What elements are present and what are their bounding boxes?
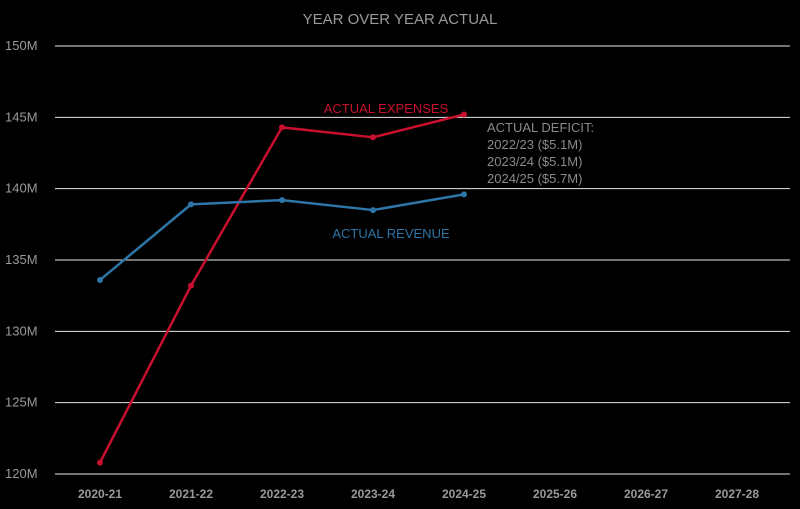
x-tick-label: 2023-24 — [351, 487, 395, 501]
series-label-expenses: ACTUAL EXPENSES — [324, 101, 449, 116]
y-tick-label: 125M — [5, 395, 38, 410]
y-tick-label: 130M — [5, 323, 38, 338]
series-label-revenue: ACTUAL REVENUE — [332, 226, 450, 241]
x-tick-label: 2021-22 — [169, 487, 213, 501]
x-tick-label: 2025-26 — [533, 487, 577, 501]
data-point-expenses — [461, 111, 467, 118]
y-tick-label: 120M — [5, 466, 38, 481]
deficit-annotation-line: 2023/24 ($5.1M) — [487, 154, 582, 169]
x-tick-label: 2020-21 — [78, 487, 122, 501]
data-point-revenue — [461, 191, 467, 198]
data-point-expenses — [279, 124, 285, 131]
gridlines — [55, 45, 790, 475]
deficit-annotation-line: 2022/23 ($5.1M) — [487, 137, 582, 152]
deficit-annotation-line: 2024/25 ($5.7M) — [487, 171, 582, 186]
y-tick-label: 135M — [5, 252, 38, 267]
data-point-revenue — [188, 201, 194, 208]
data-point-expenses — [97, 459, 103, 466]
y-tick-label: 140M — [5, 181, 38, 196]
data-point-expenses — [188, 282, 194, 289]
series-line-expenses — [98, 113, 466, 464]
data-point-revenue — [97, 276, 103, 283]
series-layer — [97, 111, 467, 466]
x-axis: 2020-21 2021-22 2022-23 2023-24 2024-25 2025-… — [78, 487, 759, 501]
y-tick-label: 145M — [5, 109, 38, 124]
data-point-revenue — [279, 197, 285, 204]
x-tick-label: 2024-25 — [442, 487, 486, 501]
data-point-expenses — [370, 134, 376, 141]
deficit-annotation-heading: ACTUAL DEFICIT: — [487, 120, 594, 135]
y-tick-label: 150M — [5, 38, 38, 53]
chart-title: YEAR OVER YEAR ACTUAL — [303, 11, 498, 28]
x-tick-label: 2022-23 — [260, 487, 304, 501]
deficit-annotation: ACTUAL DEFICIT: 2022/23 ($5.1M) 2023/24 … — [487, 120, 594, 186]
x-tick-label: 2027-28 — [715, 487, 759, 501]
data-point-revenue — [370, 207, 376, 214]
y-axis: 150M 145M 140M 135M 130M 125M 120M — [5, 38, 38, 481]
x-tick-label: 2026-27 — [624, 487, 668, 501]
